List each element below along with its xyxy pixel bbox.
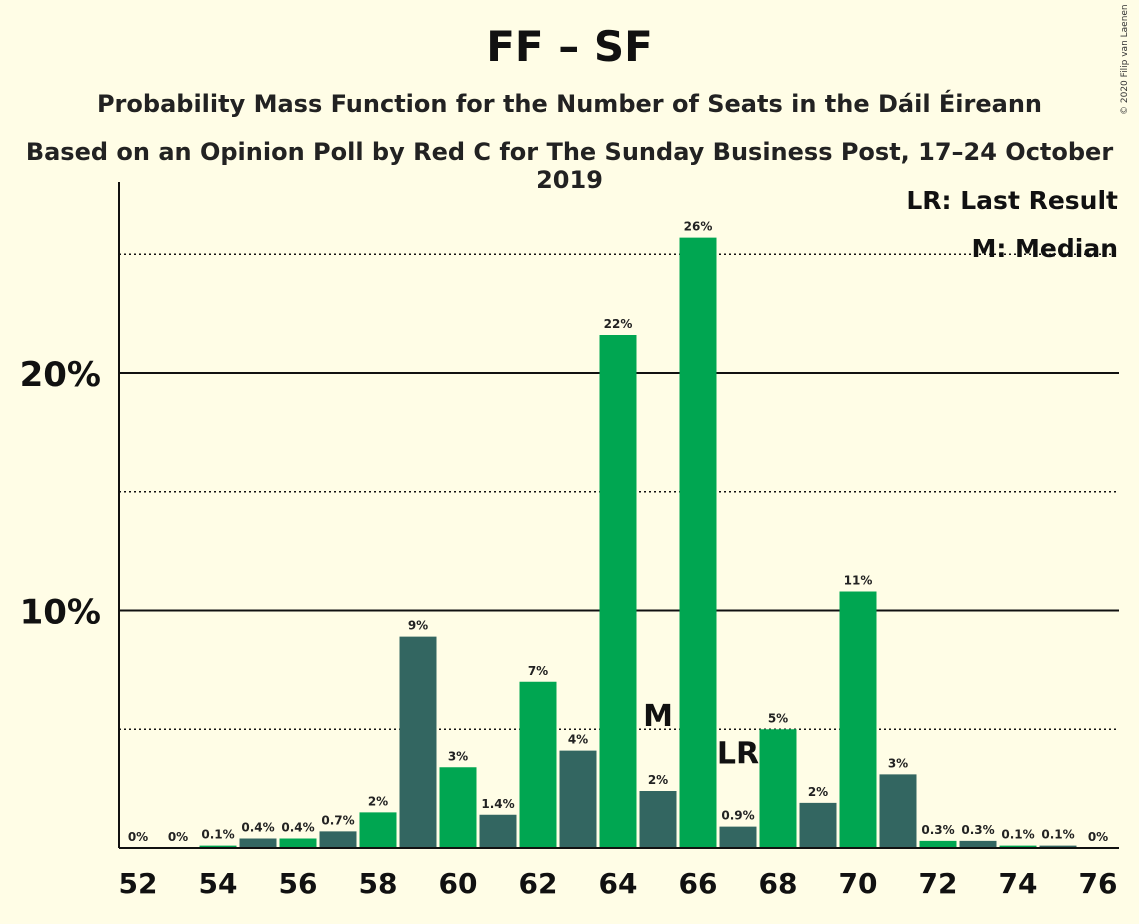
x-tick-label: 60 <box>439 867 478 900</box>
bar-seats-71 <box>879 774 917 848</box>
bar-label-seats-67: 0.9% <box>721 809 754 823</box>
y-axis-ticks: 10% 20% <box>20 355 101 633</box>
bar-seats-61 <box>479 814 517 848</box>
bar-seats-57 <box>319 831 357 848</box>
markers: M LR <box>643 699 759 772</box>
y-tick-label: 10% <box>20 593 101 633</box>
bar-label-seats-69: 2% <box>808 785 828 799</box>
bar-seats-60 <box>439 767 477 848</box>
bar-label-seats-62: 7% <box>528 664 548 678</box>
bar-label-seats-52: 0% <box>128 830 148 844</box>
bar-seats-73 <box>959 840 997 848</box>
x-tick-label: 54 <box>199 867 238 900</box>
bar-label-seats-59: 9% <box>408 619 428 633</box>
x-tick-label: 66 <box>679 867 718 900</box>
x-tick-label: 70 <box>839 867 878 900</box>
bar-label-seats-70: 11% <box>844 574 873 588</box>
bars <box>199 237 1077 848</box>
bar-label-seats-61: 1.4% <box>481 797 514 811</box>
last-result-marker: LR <box>717 737 759 772</box>
chart-subtitle: Probability Mass Function for the Number… <box>96 90 1043 118</box>
bar-seats-75 <box>1039 845 1077 848</box>
bar-label-seats-75: 0.1% <box>1041 828 1074 842</box>
bar-label-seats-58: 2% <box>368 794 388 808</box>
bar-seats-67 <box>719 826 757 848</box>
bar-label-seats-53: 0% <box>168 830 188 844</box>
bar-seats-59 <box>399 636 437 848</box>
bar-seats-72 <box>919 840 957 848</box>
median-marker: M <box>643 699 673 734</box>
bar-seats-66 <box>679 237 717 848</box>
bar-label-seats-54: 0.1% <box>201 828 234 842</box>
bar-label-seats-55: 0.4% <box>241 821 274 835</box>
bar-seats-64 <box>599 335 637 848</box>
y-tick-label: 20% <box>20 355 101 395</box>
x-tick-label: 74 <box>999 867 1038 900</box>
bar-label-seats-65: 2% <box>648 773 668 787</box>
bar-seats-68 <box>759 729 797 848</box>
bar-seats-62 <box>519 681 557 848</box>
bar-label-seats-73: 0.3% <box>961 823 994 837</box>
bar-seats-58 <box>359 812 397 848</box>
bar-label-seats-56: 0.4% <box>281 821 314 835</box>
bar-label-seats-63: 4% <box>568 733 588 747</box>
chart-source-note: Based on an Opinion Poll by Red C for Th… <box>25 138 1114 194</box>
bar-label-seats-64: 22% <box>604 317 633 331</box>
x-tick-label: 64 <box>599 867 638 900</box>
bar-seats-74 <box>999 845 1037 848</box>
bar-labels: 0% 0% 0.1% 0.4% 0.4% 0.7% 2% 9% 3% 1.4% 7% 4% 22% 2% 2… <box>128 220 1108 844</box>
x-tick-label: 72 <box>919 867 958 900</box>
bar-seats-65 <box>639 791 677 848</box>
bar-seats-70 <box>839 591 877 848</box>
bar-label-seats-68: 5% <box>768 711 788 725</box>
bar-label-seats-57: 0.7% <box>321 813 354 827</box>
chart-title: FF – SF <box>486 22 653 71</box>
x-tick-label: 62 <box>519 867 558 900</box>
x-tick-label: 68 <box>759 867 798 900</box>
legend-last-result: LR: Last Result <box>906 186 1118 215</box>
bar-seats-63 <box>559 750 597 848</box>
bar-seats-69 <box>799 802 837 848</box>
x-tick-label: 58 <box>359 867 398 900</box>
x-tick-label: 52 <box>119 867 158 900</box>
x-axis-ticks: 52 54 56 58 60 62 64 66 68 70 72 74 76 <box>119 867 1118 900</box>
bar-label-seats-71: 3% <box>888 756 908 770</box>
bar-seats-56 <box>279 838 317 848</box>
bar-seats-54 <box>199 845 237 848</box>
bar-label-seats-74: 0.1% <box>1001 828 1034 842</box>
bar-label-seats-66: 26% <box>684 220 713 234</box>
bar-label-seats-72: 0.3% <box>921 823 954 837</box>
x-tick-label: 56 <box>279 867 318 900</box>
legend-median: M: Median <box>971 234 1118 263</box>
bar-label-seats-60: 3% <box>448 749 468 763</box>
bar-seats-55 <box>239 838 277 848</box>
bar-label-seats-76: 0% <box>1088 830 1108 844</box>
x-tick-label: 76 <box>1079 867 1118 900</box>
